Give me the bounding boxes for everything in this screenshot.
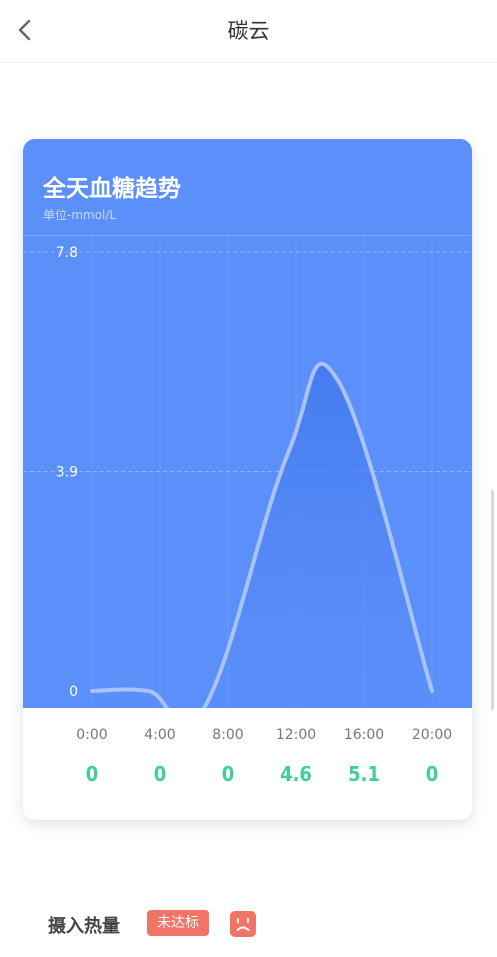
x-tick-label: 16:00 [343, 727, 385, 743]
calorie-intake-label: 摄入热量 [48, 916, 120, 937]
top-nav-bar: 碳云 [0, 0, 497, 63]
scrollbar[interactable] [491, 490, 494, 710]
card-header: 全天血糖趋势 单位-mmol/L [23, 139, 472, 235]
status-badge: 未达标 [147, 910, 209, 936]
y-tick-label: 0 [69, 684, 78, 700]
x-tick-label: 20:00 [411, 727, 453, 743]
period-value: 0 [221, 762, 235, 786]
y-tick-label: 7.8 [56, 245, 78, 261]
period-value: 0 [85, 762, 99, 786]
chart-unit-label: 单位-mmol/L [43, 208, 117, 222]
chart-title: 全天血糖趋势 [43, 176, 181, 202]
period-value: 4.6 [280, 762, 312, 786]
period-value: 5.1 [348, 762, 380, 786]
y-tick-label: 3.9 [56, 465, 78, 481]
x-tick-label: 12:00 [275, 727, 317, 743]
chevron-left-icon[interactable] [12, 16, 40, 44]
period-value: 0 [425, 762, 439, 786]
horizontal-grid [23, 251, 472, 472]
glucose-trend-chart: 7.8 3.9 0 [23, 235, 472, 708]
page-title: 碳云 [227, 19, 270, 43]
glucose-trend-card: 全天血糖趋势 单位-mmol/L 7.8 3.9 0 0:00 4:00 8:00 12:… [23, 139, 472, 820]
sad-face-icon [230, 911, 256, 937]
y-axis-tick-labels: 7.8 3.9 0 [56, 245, 78, 700]
x-tick-label: 0:00 [76, 727, 108, 743]
glucose-line [90, 361, 434, 708]
period-value: 0 [153, 762, 167, 786]
x-axis-labels: 0:00 4:00 8:00 12:00 16:00 20:00 [23, 727, 472, 757]
x-tick-label: 4:00 [144, 727, 176, 743]
x-tick-label: 8:00 [212, 727, 244, 743]
period-values: 0 0 0 4.6 5.1 0 [23, 762, 472, 792]
